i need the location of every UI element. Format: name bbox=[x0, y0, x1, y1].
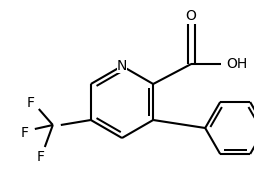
Text: O: O bbox=[186, 9, 197, 23]
Text: F: F bbox=[27, 96, 35, 110]
Text: F: F bbox=[21, 126, 29, 140]
Text: F: F bbox=[37, 150, 45, 164]
Text: OH: OH bbox=[227, 57, 248, 71]
Text: N: N bbox=[117, 59, 127, 73]
